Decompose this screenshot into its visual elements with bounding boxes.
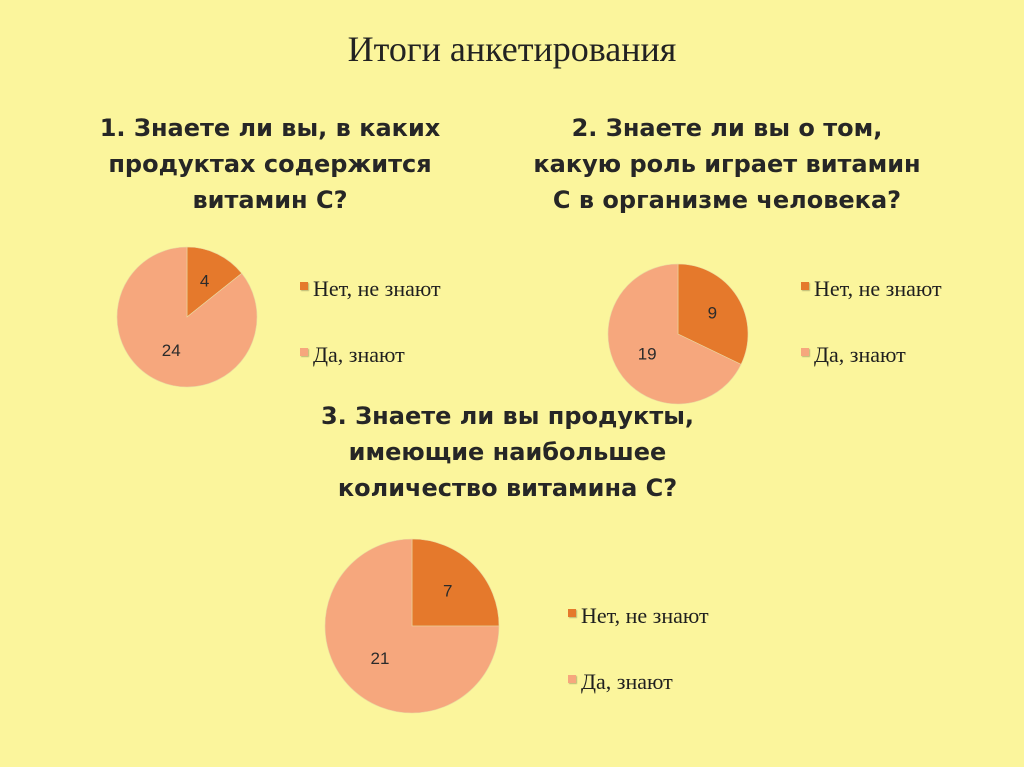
chart-1-title: 1. Знаете ли вы, в каких продуктах содер… (99, 114, 441, 214)
legend-label-no: Нет, не знают (814, 276, 942, 301)
pie-slice-yes (324, 538, 500, 714)
legend-3: Нет, не знают Да, знают (568, 603, 758, 698)
pie-slice-no (186, 246, 243, 318)
page-title: Итоги анкетирования (347, 29, 677, 69)
legend-label-no: Нет, не знают (313, 276, 441, 301)
legend-2: Нет, не знают Да, знают (801, 276, 991, 371)
legend-swatch-yes (568, 675, 576, 683)
pie-chart-2: 9 19 (607, 263, 749, 405)
legend-swatch-yes (300, 348, 308, 356)
pie-slice-yes (607, 263, 742, 405)
data-label-no: 9 (708, 303, 717, 322)
legend-swatch-no (568, 609, 576, 617)
legend-swatch-no (300, 282, 308, 290)
pie-chart-3: 7 21 (324, 538, 500, 714)
chart-3-title: 3. Знаете ли вы продукты, имеющие наибол… (320, 402, 695, 502)
legend-label-yes: Да, знают (313, 342, 405, 367)
data-label-no: 4 (200, 271, 209, 290)
data-label-yes: 19 (638, 344, 657, 363)
pie-slice-no (677, 263, 749, 365)
legend-label-yes: Да, знают (581, 669, 673, 694)
legend-1: Нет, не знают Да, знают (300, 276, 490, 371)
chart-2-title: 2. Знаете ли вы о том, какую роль играет… (533, 114, 921, 214)
legend-label-yes: Да, знают (814, 342, 906, 367)
legend-label-no: Нет, не знают (581, 603, 709, 628)
data-label-yes: 21 (371, 649, 390, 668)
pie-slice-no (411, 538, 500, 627)
legend-swatch-no (801, 282, 809, 290)
pie-chart-1: 4 24 (116, 246, 258, 388)
pie-slice-yes (116, 246, 258, 388)
data-label-no: 7 (443, 581, 452, 600)
legend-swatch-yes (801, 348, 809, 356)
data-label-yes: 24 (162, 341, 181, 360)
